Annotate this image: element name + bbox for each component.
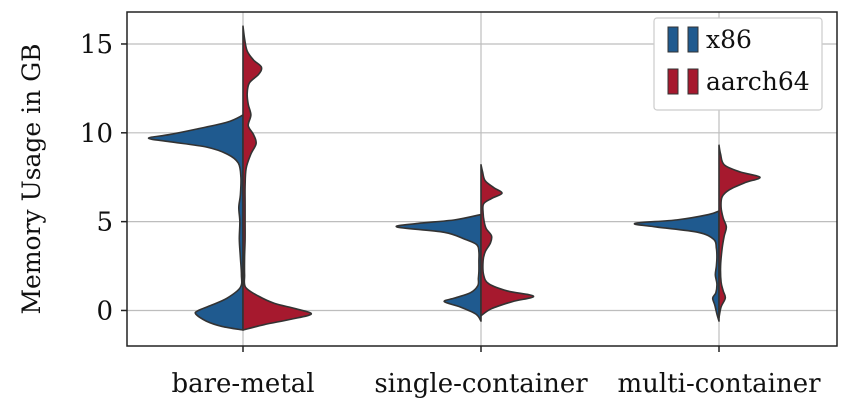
- x-tick-label-single-container: single-container: [374, 369, 588, 399]
- legend-swatch-left-aarch64: [667, 68, 679, 95]
- violin-x86-multi-container: [633, 210, 720, 322]
- legend-label-x86: x86: [706, 25, 752, 54]
- legend-label-aarch64: aarch64: [706, 67, 810, 96]
- legend-swatch-right-aarch64: [687, 68, 699, 95]
- y-tick-label-2: 10: [80, 119, 113, 149]
- violin-x86-bare-metal: [147, 114, 244, 331]
- violin-aarch64-multi-container: [718, 144, 761, 319]
- y-tick-label-1: 5: [96, 208, 113, 238]
- x-tick-label-bare-metal: bare-metal: [171, 369, 314, 399]
- violin-plot-area: [147, 25, 761, 331]
- y-axis-ticks: 0 5 10 15: [80, 30, 127, 326]
- y-axis-label: Memory Usage in GB: [17, 43, 46, 314]
- plot-frame: [126, 11, 838, 347]
- x-axis-ticks: bare-metal single-container multi-containe…: [171, 346, 821, 399]
- legend: x86 aarch64: [653, 17, 823, 111]
- violin-aarch64-single-container: [480, 163, 535, 317]
- violin-aarch64-bare-metal: [242, 25, 313, 331]
- x-tick-label-multi-container: multi-container: [617, 369, 821, 399]
- violin-x86-single-container: [395, 213, 482, 322]
- y-tick-label-0: 0: [96, 296, 113, 326]
- y-tick-label-3: 15: [80, 30, 113, 60]
- legend-swatch-left-x86: [667, 26, 679, 53]
- legend-swatch-right-x86: [687, 26, 699, 53]
